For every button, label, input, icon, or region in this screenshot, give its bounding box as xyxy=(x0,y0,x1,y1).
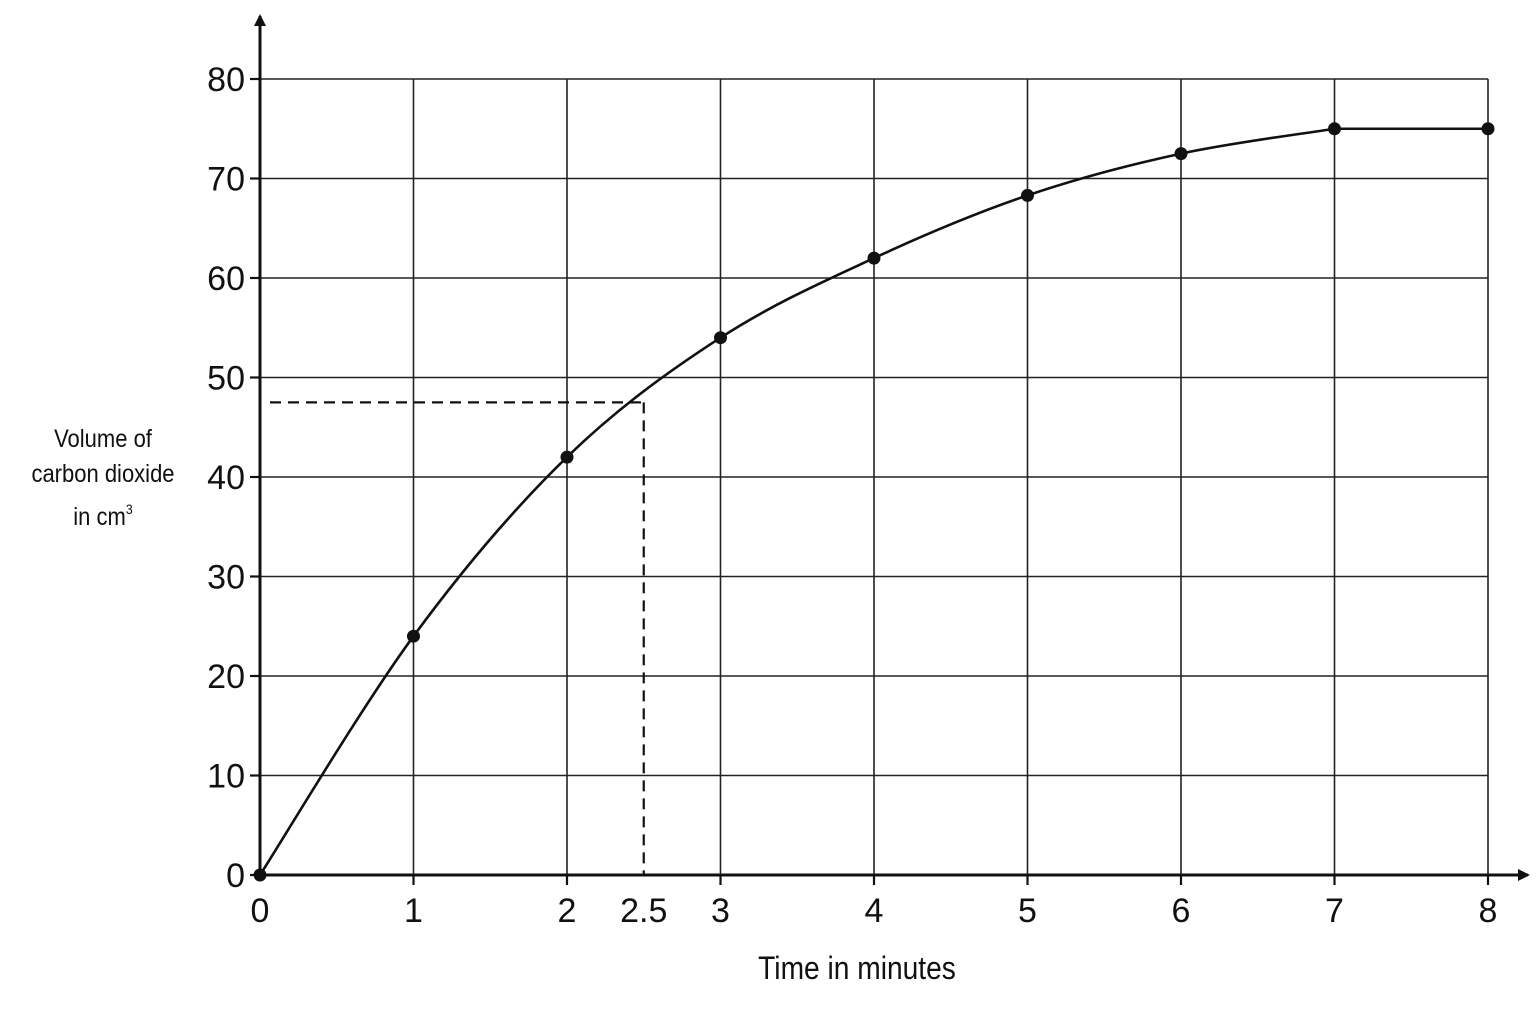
y-tick-label-40: 40 xyxy=(207,459,245,497)
y-axis-title-line-3: in cm3 xyxy=(19,492,186,535)
dashed-reading-lines xyxy=(270,401,645,875)
x-tick-label-4: 4 xyxy=(865,892,884,930)
y-tick-label-10: 10 xyxy=(207,758,245,796)
x-tick-label-2: 2 xyxy=(558,892,577,930)
y-axis-title-unit: in cm xyxy=(73,503,126,531)
data-point-4 xyxy=(867,251,881,265)
x-tick-label-8: 8 xyxy=(1479,892,1498,930)
y-axis-title-line-2: carbon dioxide xyxy=(31,460,175,488)
y-tick-label-50: 50 xyxy=(207,360,245,398)
axes xyxy=(254,14,1530,881)
data-point-3 xyxy=(714,331,727,345)
y-tick-label-30: 30 xyxy=(207,559,245,597)
x-tick-label-2.5: 2.5 xyxy=(620,892,667,930)
x-tick-label-5: 5 xyxy=(1018,892,1037,930)
data-points xyxy=(253,122,1495,882)
y-axis-title-superscript: 3 xyxy=(125,501,133,517)
y-tick-labels: 0 10 20 30 40 50 60 70 80 xyxy=(207,61,260,895)
data-point-6 xyxy=(1174,147,1188,161)
x-tick-label-0: 0 xyxy=(251,892,270,930)
data-point-5 xyxy=(1021,188,1034,202)
data-point-7 xyxy=(1328,122,1341,136)
x-tick-label-3: 3 xyxy=(711,892,730,930)
grid-lines xyxy=(260,78,1489,875)
y-tick-label-0: 0 xyxy=(226,857,245,895)
data-point-8 xyxy=(1481,122,1495,136)
y-tick-label-60: 60 xyxy=(207,260,245,298)
y-axis-title-line-1: Volume of xyxy=(54,425,152,453)
x-tick-label-6: 6 xyxy=(1172,892,1191,930)
x-axis-title: Time in minutes xyxy=(758,950,956,986)
y-tick-label-80: 80 xyxy=(207,61,245,99)
data-point-1 xyxy=(407,629,420,643)
y-tick-label-70: 70 xyxy=(207,161,245,199)
data-point-2 xyxy=(560,450,574,464)
y-axis-title: Volume of carbon dioxide in cm3 xyxy=(19,422,186,535)
y-tick-label-20: 20 xyxy=(207,658,245,696)
x-tick-label-1: 1 xyxy=(404,892,423,930)
x-tick-labels: 0 1 2 2.5 3 4 5 6 7 8 xyxy=(251,875,1498,930)
x-tick-label-7: 7 xyxy=(1325,892,1344,930)
